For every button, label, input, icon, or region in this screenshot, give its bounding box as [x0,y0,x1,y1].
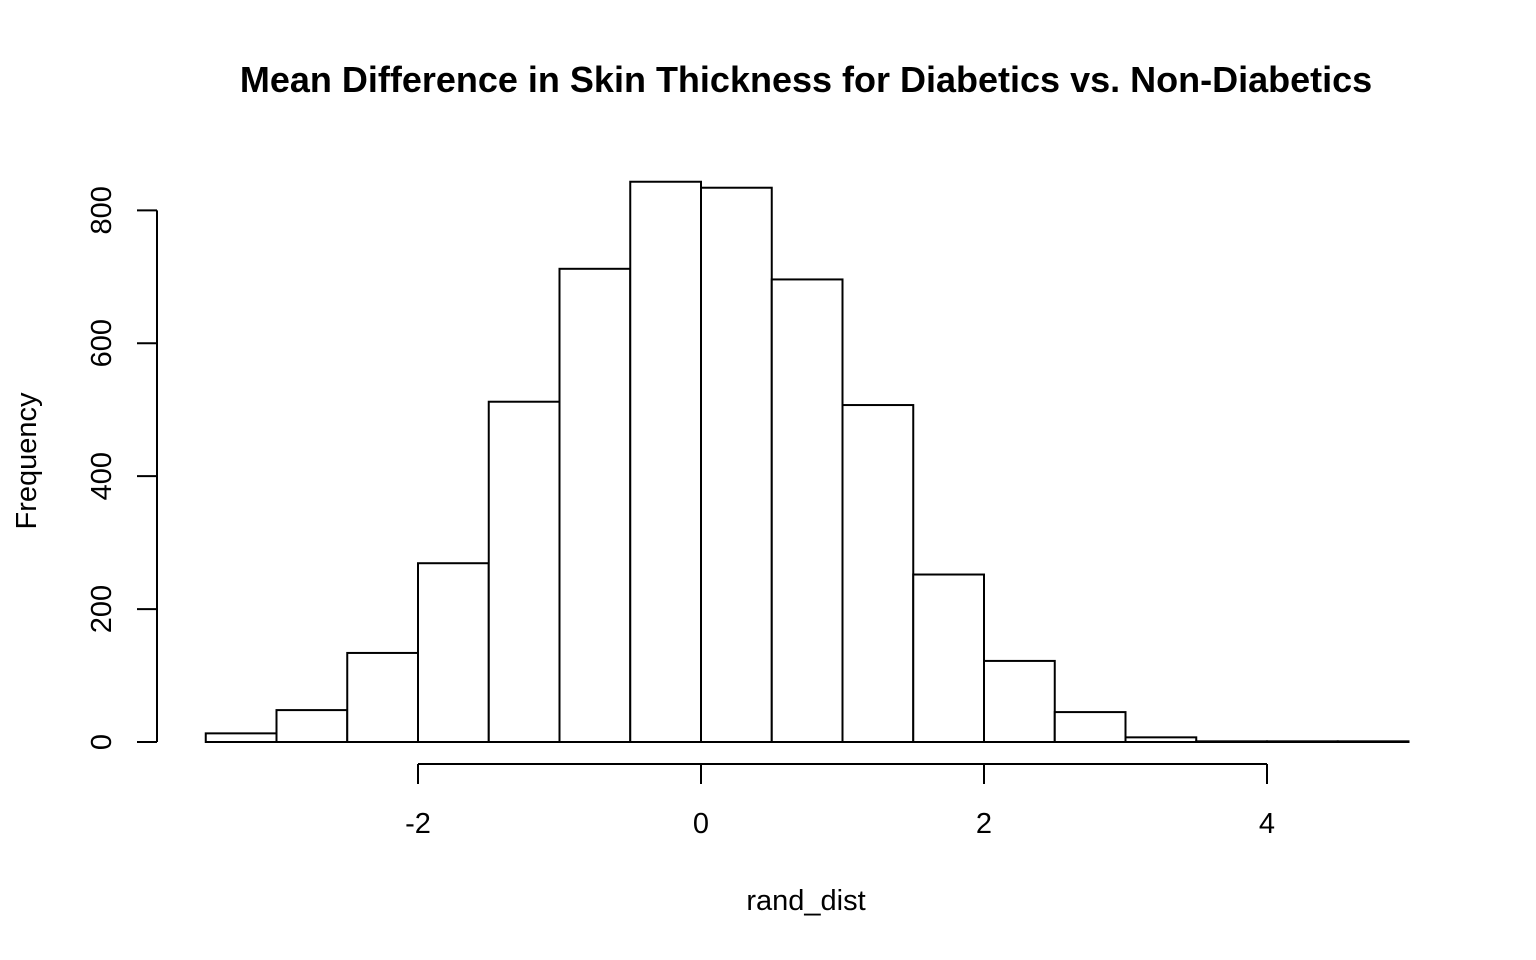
x-tick-label: 2 [976,808,992,840]
x-tick-label: -2 [405,808,431,840]
x-tick-label: 4 [1259,808,1275,840]
y-tick-label: 200 [86,585,118,633]
histogram-bar [700,186,773,744]
x-axis: -2 0 2 4 [405,763,1275,840]
histogram-bar [417,562,490,743]
histogram-bar [204,732,278,744]
histogram-bars [204,180,1410,744]
histogram-bar [1124,736,1198,743]
histogram-bar [770,278,844,743]
y-tick-label: 400 [86,452,118,500]
histogram-bar [841,404,915,743]
histogram-bar [1195,740,1268,743]
x-tick-label: 0 [693,808,709,840]
histogram-bar [1336,740,1410,743]
histogram-bar [1053,711,1127,744]
x-axis-label: rand_dist [746,885,865,917]
histogram-bar [275,709,349,743]
histogram-bar [912,573,985,744]
histogram-bar [1266,740,1339,743]
histogram-bar [983,659,1056,744]
histogram-bar [346,651,419,743]
y-tick-label: 800 [86,186,118,234]
y-axis-label: Frequency [11,392,43,530]
chart-title: Mean Difference in Skin Thickness for Di… [240,59,1372,100]
histogram-bar [487,400,561,743]
y-tick-label: 600 [86,319,118,367]
histogram-bar [629,180,702,744]
histogram-bar [558,267,632,743]
y-axis: 0 200 400 600 800 [86,186,158,750]
y-tick-label: 0 [86,734,118,750]
